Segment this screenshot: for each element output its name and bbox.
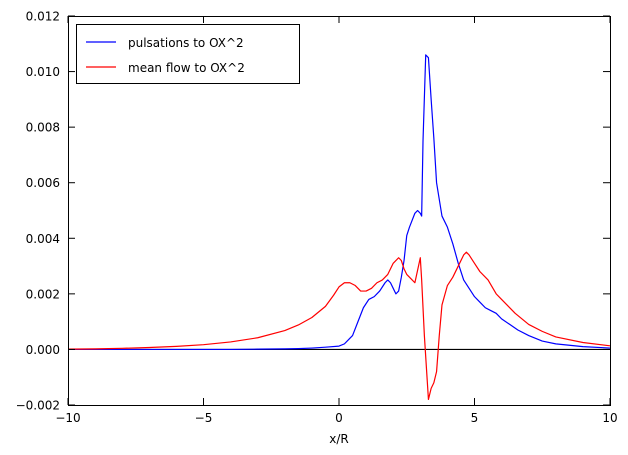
- legend-label: pulsations to OX^2: [128, 36, 244, 50]
- y-tick-label: 0.008: [26, 121, 60, 135]
- x-tick-label: 10: [602, 411, 617, 425]
- series-lines: [68, 54, 610, 401]
- y-tick-label: 0.002: [26, 287, 60, 301]
- y-tick-label: −0.002: [16, 399, 60, 413]
- y-tick-label: 0.006: [26, 176, 60, 190]
- x-tick-label: 5: [471, 411, 479, 425]
- legend-label: mean flow to OX^2: [128, 61, 245, 75]
- legend-box: [76, 24, 300, 84]
- series-line-1: [68, 54, 610, 351]
- y-tick-label: 0.004: [26, 232, 60, 246]
- x-tick-label: −5: [195, 411, 213, 425]
- y-tick-label: 0.000: [26, 343, 60, 357]
- legend: pulsations to OX^2 mean flow to OX^2: [76, 24, 300, 84]
- x-tick-label: 0: [335, 411, 343, 425]
- x-axis-label: x/R: [329, 432, 348, 446]
- y-tick-label: 0.010: [26, 65, 60, 79]
- x-tick-label: −10: [55, 411, 80, 425]
- axis-ticks: −10 −5 0 5 10 −0.002 0.000 0.002 0.004 0.006 0.008…: [16, 10, 618, 426]
- y-tick-label: 0.012: [26, 10, 60, 24]
- series-line-2: [68, 251, 610, 401]
